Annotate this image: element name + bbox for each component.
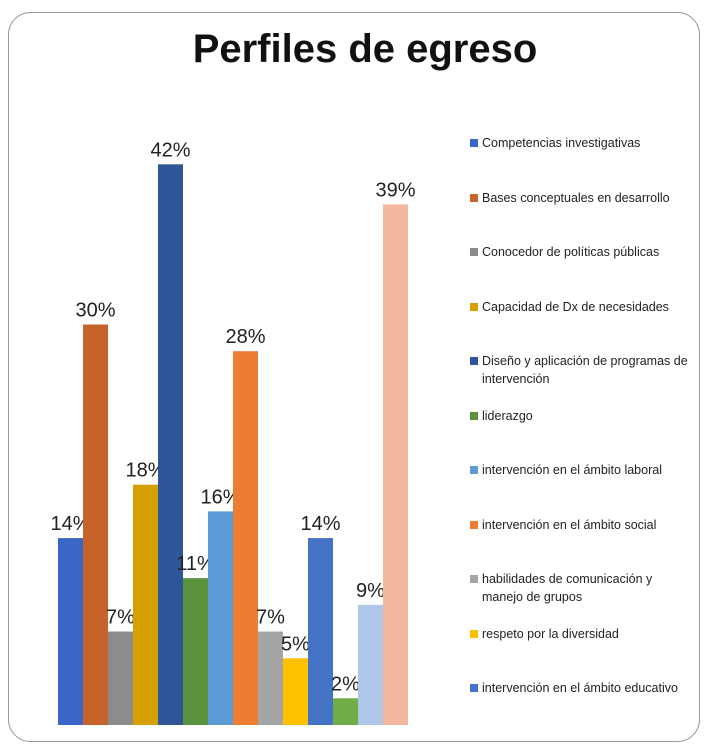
value-label: 30% — [75, 300, 115, 322]
legend-item: Conocedor de políticas públicas — [466, 243, 698, 298]
legend-swatch — [470, 684, 478, 692]
legend-label: Conocedor de políticas públicas — [482, 245, 660, 259]
bar — [308, 538, 333, 725]
legend-item: Capacidad de Dx de necesidades — [466, 298, 698, 353]
legend-item: respeto por la diversidad — [466, 625, 698, 680]
legend-swatch — [470, 466, 478, 474]
value-label: 2% — [331, 673, 360, 695]
legend-item: intervención en el ámbito educativo — [466, 679, 698, 734]
bar — [133, 484, 158, 725]
legend-item: Bases conceptuales en desarrollo — [466, 189, 698, 244]
bar — [108, 631, 133, 725]
bar — [383, 204, 408, 726]
bar — [283, 658, 308, 725]
bar — [158, 164, 183, 726]
legend-swatch — [470, 520, 478, 529]
legend-label: intervención en el ámbito social — [482, 517, 657, 532]
value-label: 28% — [225, 326, 265, 348]
legend: Competencias investigativas Bases concept… — [466, 134, 698, 734]
bar — [333, 698, 358, 725]
bar — [233, 351, 258, 725]
legend-swatch — [470, 575, 478, 583]
bar — [208, 511, 233, 725]
legend-item: liderazgo — [466, 407, 698, 462]
bar — [83, 324, 108, 725]
legend-item: intervención en el ámbito social — [466, 516, 698, 571]
legend-swatch — [470, 248, 478, 256]
legend-label: habilidades de comunicación y manejo de … — [482, 572, 653, 604]
legend-swatch — [470, 411, 478, 420]
legend-item: Diseño y aplicación de programas de inte… — [466, 352, 698, 407]
chart-title: Perfiles de egreso — [193, 27, 538, 71]
bar — [183, 578, 208, 725]
value-label: 39% — [375, 179, 415, 201]
value-label: 18% — [125, 460, 165, 482]
bar — [258, 631, 283, 725]
legend-item: Competencias investigativas — [466, 134, 698, 189]
legend-label: Bases conceptuales en desarrollo — [482, 190, 670, 205]
bar — [58, 538, 83, 725]
legend-label: liderazgo — [482, 408, 533, 423]
value-label: 11% — [176, 553, 215, 575]
value-label: 42% — [150, 139, 190, 161]
legend-label: intervención en el ámbito laboral — [482, 463, 662, 477]
value-label: 7% — [106, 607, 135, 629]
value-label: 7% — [256, 607, 285, 629]
legend-swatch — [470, 302, 478, 311]
value-label: 16% — [200, 486, 240, 508]
bar — [358, 604, 383, 725]
legend-swatch — [470, 629, 478, 638]
legend-label: intervención en el ámbito educativo — [482, 681, 678, 695]
value-label: 5% — [281, 633, 310, 655]
legend-swatch — [470, 193, 478, 202]
legend-label: Competencias investigativas — [482, 136, 641, 150]
value-label: 14% — [50, 513, 90, 535]
legend-label: Diseño y aplicación de programas de inte… — [482, 354, 688, 386]
legend-item: habilidades de comunicación y manejo de … — [466, 570, 698, 625]
legend-label: Capacidad de Dx de necesidades — [482, 299, 669, 314]
value-label: 14% — [300, 513, 340, 535]
legend-swatch — [470, 139, 478, 147]
legend-swatch — [470, 357, 478, 365]
value-label: 9% — [356, 580, 385, 602]
legend-item: intervención en el ámbito laboral — [466, 461, 698, 516]
legend-label: respeto por la diversidad — [482, 626, 619, 641]
